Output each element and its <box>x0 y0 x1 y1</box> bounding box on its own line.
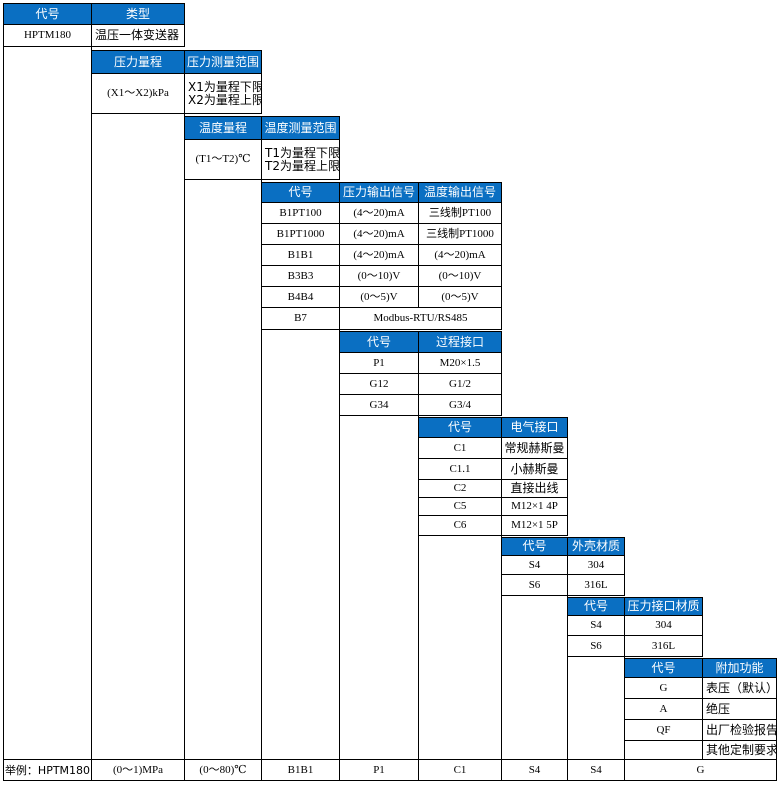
signal-column <box>261 329 340 760</box>
extra-name: 出厂检验报告 <box>702 719 777 741</box>
pressure-signal: (4～20)mA <box>339 223 419 245</box>
temp-range: (T1～T2)℃ <box>184 139 262 180</box>
signal-code-modbus: B7 <box>261 307 340 330</box>
header-extra: 附加功能 <box>702 658 777 678</box>
shell-name: 316L <box>567 574 625 596</box>
header-pressure-signal: 压力输出信号 <box>339 182 419 203</box>
shell-code: S4 <box>501 555 568 575</box>
process-code: G12 <box>339 373 419 395</box>
electric-code: C1.1 <box>418 458 502 480</box>
example-label: 举例：HPTM180 <box>3 759 92 781</box>
electric-name: M12×1 5P <box>501 515 568 536</box>
temp-signal: (0～5)V <box>418 286 502 308</box>
example-shell: S4 <box>501 759 568 781</box>
pressure-signal: (4～20)mA <box>339 202 419 224</box>
header-shell: 外壳材质 <box>567 537 625 556</box>
header-pressure-measure: 压力测量范围 <box>184 50 262 74</box>
header-process: 过程接口 <box>418 331 502 353</box>
pressure-signal: (0～10)V <box>339 265 419 287</box>
pressure-measure: X1为量程下限 X2为量程上限 <box>184 73 262 114</box>
header-shell-code: 代号 <box>501 537 568 556</box>
port-code: S6 <box>567 635 625 657</box>
process-name: M20×1.5 <box>418 352 502 374</box>
process-name: G3/4 <box>418 394 502 416</box>
electric-code: C1 <box>418 437 502 459</box>
example-pressure: (0～1)MPa <box>91 759 185 781</box>
pressure-range: (X1～X2)kPa <box>91 73 185 114</box>
modbus-signal: Modbus-RTU/RS485 <box>339 307 502 330</box>
model-code: HPTM180 <box>3 24 92 47</box>
extra-name: 绝压 <box>702 698 777 720</box>
process-code: G34 <box>339 394 419 416</box>
electric-code: C5 <box>418 497 502 516</box>
extra-code: G <box>624 677 703 699</box>
temp-signal: (4～20)mA <box>418 244 502 266</box>
electric-code: C2 <box>418 479 502 498</box>
example-port: S4 <box>567 759 625 781</box>
signal-code: B3B3 <box>261 265 340 287</box>
pressure-measure-lower: X1为量程下限 <box>188 79 262 94</box>
pressure-signal: (0～5)V <box>339 286 419 308</box>
extra-code: A <box>624 698 703 720</box>
header-temp-signal: 温度输出信号 <box>418 182 502 203</box>
extra-name: 其他定制要求 <box>702 740 777 760</box>
extra-name: 表压（默认） <box>702 677 777 699</box>
header-code: 代号 <box>3 3 92 25</box>
signal-code: B1PT1000 <box>261 223 340 245</box>
example-temp: (0～80)℃ <box>184 759 262 781</box>
port-column <box>567 656 625 760</box>
header-temp-range: 温度量程 <box>184 116 262 140</box>
signal-code: B1PT100 <box>261 202 340 224</box>
model-type: 温压一体变送器 <box>91 24 185 47</box>
header-temp-measure: 温度测量范围 <box>261 116 340 140</box>
electric-name: 小赫斯曼 <box>501 458 568 480</box>
header-process-code: 代号 <box>339 331 419 353</box>
header-pressure-range: 压力量程 <box>91 50 185 74</box>
example-extra: G <box>624 759 777 781</box>
header-extra-code: 代号 <box>624 658 703 678</box>
port-name: 316L <box>624 635 703 657</box>
header-port: 压力接口材质 <box>624 597 703 616</box>
process-name: G1/2 <box>418 373 502 395</box>
temp-signal: (0～10)V <box>418 265 502 287</box>
type-code-column <box>3 46 92 760</box>
extra-code <box>624 740 703 760</box>
shell-code: S6 <box>501 574 568 596</box>
header-signal-code: 代号 <box>261 182 340 203</box>
pressure-measure-upper: X2为量程上限 <box>188 92 262 107</box>
pressure-column <box>91 113 185 760</box>
electric-column <box>418 535 502 760</box>
temp-column <box>184 179 262 760</box>
port-name: 304 <box>624 615 703 636</box>
header-type: 类型 <box>91 3 185 25</box>
process-column <box>339 415 419 760</box>
temp-measure-lower: T1为量程下限 <box>265 145 340 160</box>
header-electric-code: 代号 <box>418 417 502 438</box>
shell-column <box>501 595 568 760</box>
temp-measure-upper: T2为量程上限 <box>265 158 340 173</box>
header-port-code: 代号 <box>567 597 625 616</box>
extra-code: QF <box>624 719 703 741</box>
electric-code: C6 <box>418 515 502 536</box>
signal-code: B4B4 <box>261 286 340 308</box>
port-code: S4 <box>567 615 625 636</box>
example-process: P1 <box>339 759 419 781</box>
signal-code: B1B1 <box>261 244 340 266</box>
temp-signal: 三线制PT1000 <box>418 223 502 245</box>
example-electric: C1 <box>418 759 502 781</box>
electric-name: 直接出线 <box>501 479 568 498</box>
electric-name: 常规赫斯曼 <box>501 437 568 459</box>
shell-name: 304 <box>567 555 625 575</box>
header-electric: 电气接口 <box>501 417 568 438</box>
temp-measure: T1为量程下限 T2为量程上限 <box>261 139 340 180</box>
example-signal: B1B1 <box>261 759 340 781</box>
process-code: P1 <box>339 352 419 374</box>
temp-signal: 三线制PT100 <box>418 202 502 224</box>
electric-name: M12×1 4P <box>501 497 568 516</box>
pressure-signal: (4～20)mA <box>339 244 419 266</box>
